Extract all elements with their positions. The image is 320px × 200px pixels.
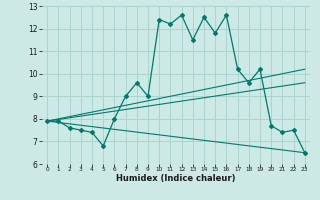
X-axis label: Humidex (Indice chaleur): Humidex (Indice chaleur) bbox=[116, 174, 236, 183]
